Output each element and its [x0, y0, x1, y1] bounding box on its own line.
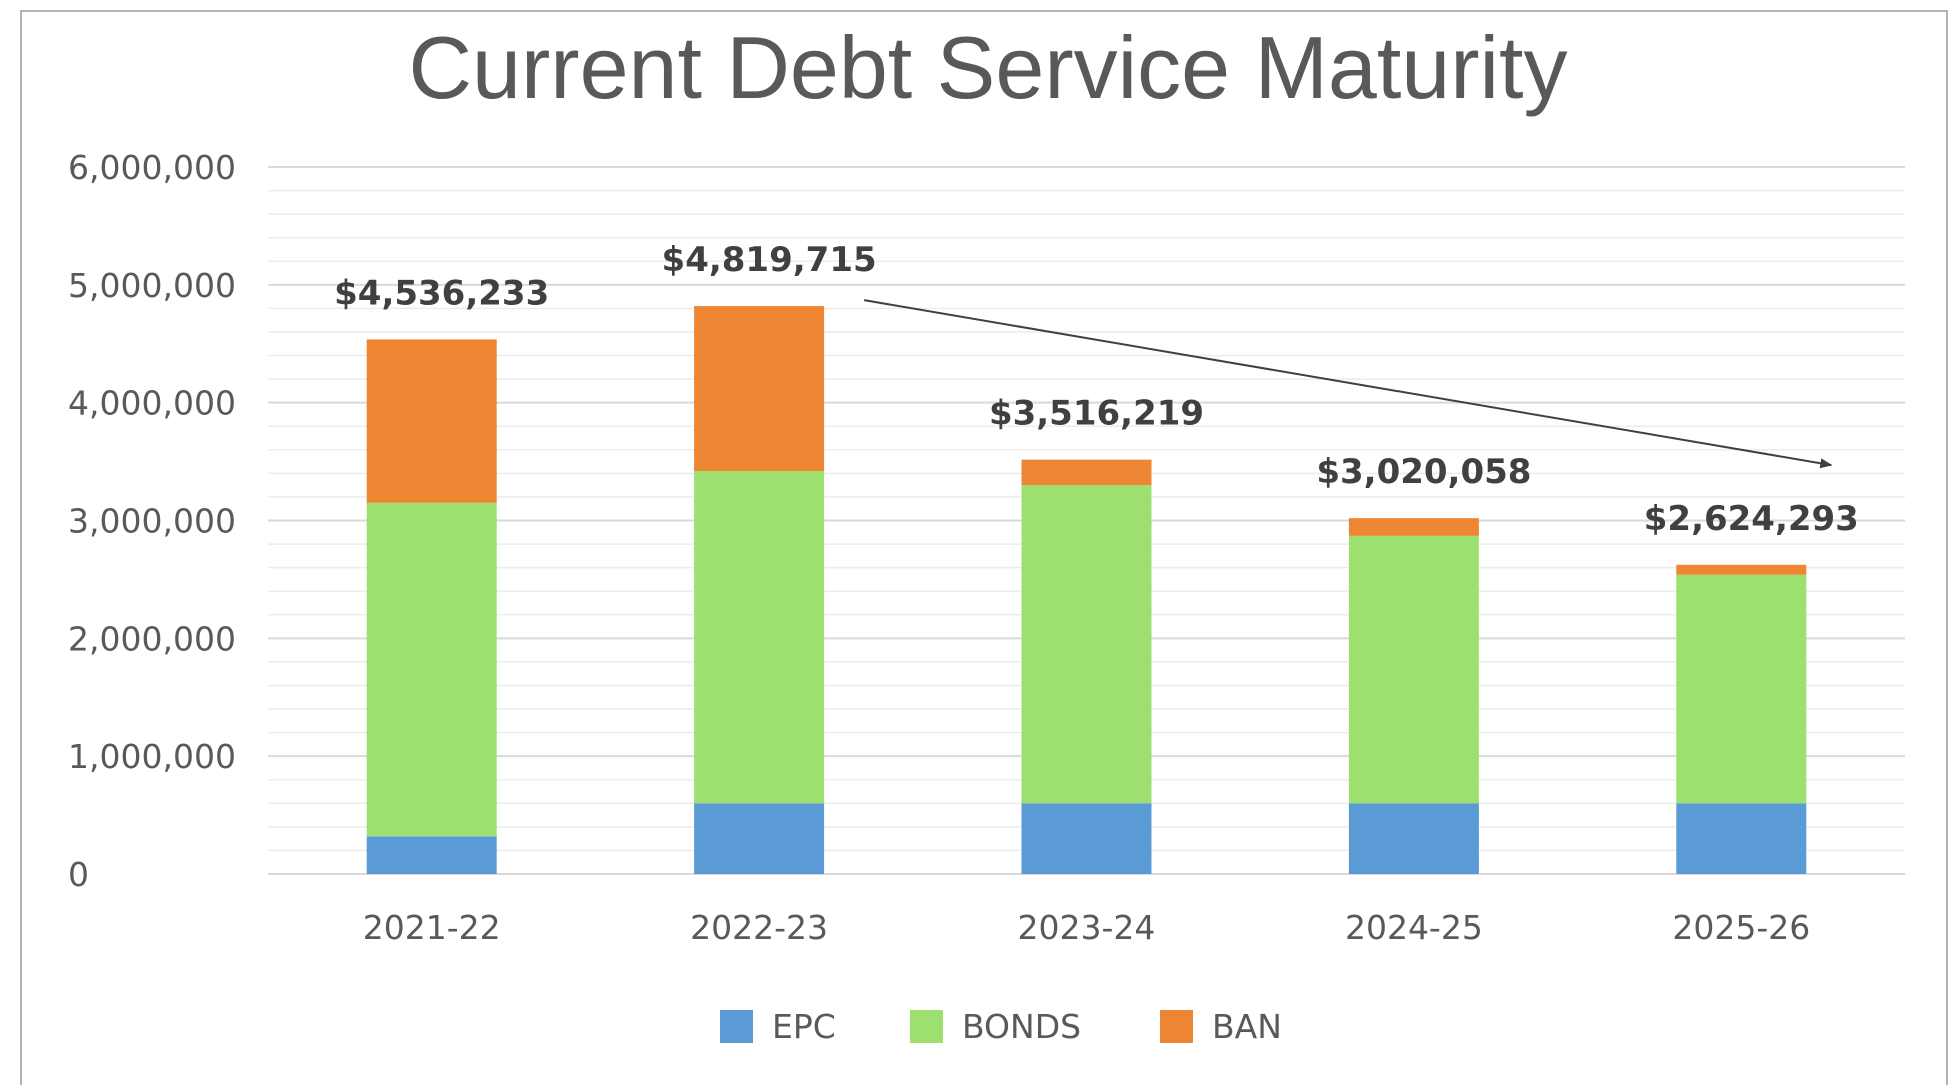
bar-bonds-2024-25 — [1348, 535, 1479, 804]
legend-label-bonds: BONDS — [962, 1007, 1081, 1046]
y-tick-label: 5,000,000 — [68, 266, 236, 305]
legend-swatch-ban — [1160, 1010, 1193, 1043]
chart-area — [20, 10, 1948, 1085]
y-tick-label: 6,000,000 — [68, 148, 236, 187]
bar-epc-2024-25 — [1348, 803, 1479, 874]
bar-ban-2023-24 — [1021, 459, 1152, 486]
bar-bonds-2022-23 — [694, 471, 825, 804]
y-tick-label: 4,000,000 — [68, 384, 236, 423]
x-tick-label: 2024-25 — [1345, 908, 1483, 947]
bars — [366, 306, 1807, 874]
total-label: $4,536,233 — [334, 273, 549, 313]
y-tick-label: 1,000,000 — [68, 737, 236, 776]
trend-arrow — [863, 299, 1833, 469]
x-tick-label: 2022-23 — [690, 908, 828, 947]
bar-bonds-2021-22 — [366, 502, 497, 837]
bar-ban-2024-25 — [1348, 518, 1479, 536]
x-tick-label: 2025-26 — [1672, 908, 1810, 947]
bar-epc-2023-24 — [1021, 803, 1152, 874]
bar-epc-2022-23 — [694, 803, 825, 874]
bar-bonds-2023-24 — [1021, 485, 1152, 804]
legend-label-epc: EPC — [772, 1007, 836, 1046]
x-tick-label: 2021-22 — [363, 908, 501, 947]
bar-ban-2022-23 — [694, 306, 825, 472]
chart-title: Current Debt Service Maturity — [408, 18, 1567, 117]
total-label: $2,624,293 — [1644, 499, 1859, 539]
bar-epc-2025-26 — [1676, 803, 1807, 874]
total-label: $3,020,058 — [1316, 452, 1531, 492]
total-label: $3,516,219 — [989, 394, 1204, 434]
y-tick-label: 0 — [68, 855, 89, 894]
legend: EPC BONDS BAN — [720, 1007, 1282, 1046]
bar-epc-2021-22 — [366, 836, 497, 874]
legend-swatch-bonds — [910, 1010, 943, 1043]
bar-ban-2025-26 — [1676, 564, 1807, 575]
y-axis: 0 1,000,000 2,000,000 3,000,000 4,000,000 5,0… — [68, 148, 236, 894]
bar-bonds-2025-26 — [1676, 574, 1807, 804]
legend-swatch-epc — [720, 1010, 753, 1043]
bar-ban-2021-22 — [366, 339, 497, 503]
trend-arrow-line — [863, 299, 1833, 469]
x-axis: 2021-22 2022-23 2023-24 2024-25 2025-26 — [363, 908, 1810, 947]
total-label: $4,819,715 — [662, 240, 877, 280]
y-tick-label: 3,000,000 — [68, 502, 236, 541]
x-tick-label: 2023-24 — [1018, 908, 1156, 947]
legend-label-ban: BAN — [1212, 1007, 1282, 1046]
y-tick-label: 2,000,000 — [68, 619, 236, 658]
total-labels: $4,536,233 $4,819,715 $3,516,219 $3,020,058… — [334, 240, 1859, 539]
